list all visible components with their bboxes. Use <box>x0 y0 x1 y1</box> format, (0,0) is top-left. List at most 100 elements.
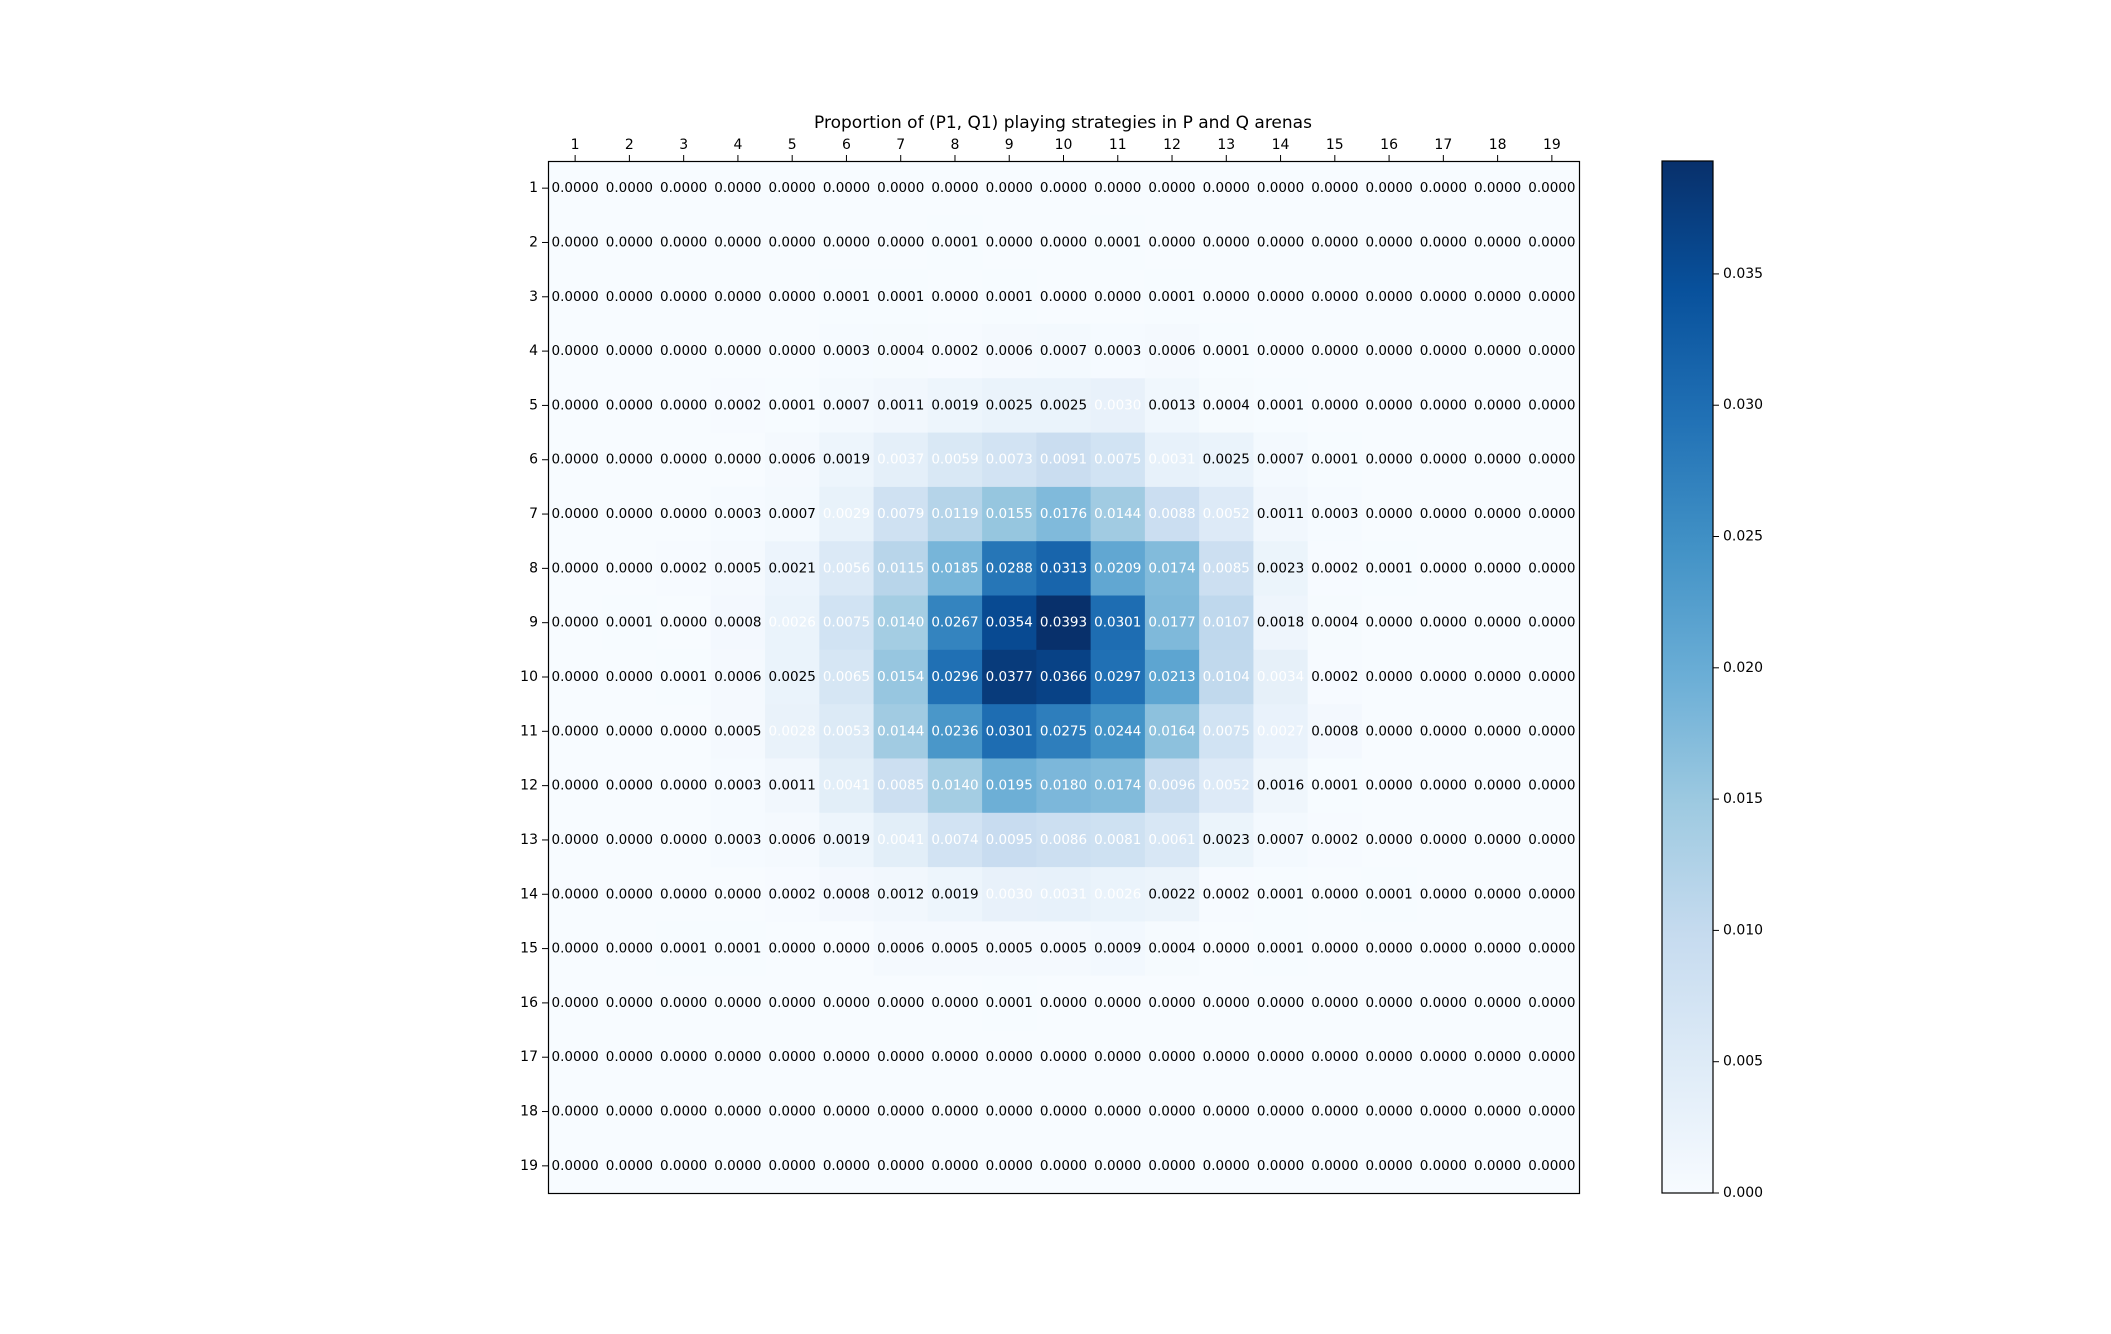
heatmap-cell <box>1307 378 1363 434</box>
cell-value-label: 0.0000 <box>1528 778 1575 794</box>
cell-value-label: 0.0000 <box>552 669 599 685</box>
cell-value-label: 0.0000 <box>552 778 599 794</box>
heatmap-cell <box>765 541 820 597</box>
heatmap-cell <box>1144 323 1200 379</box>
heatmap-cell <box>765 486 820 542</box>
cell-value-label: 0.0000 <box>1311 941 1358 957</box>
cell-value-label: 0.0000 <box>1365 615 1412 631</box>
cell-value-label: 0.0000 <box>1148 1158 1195 1174</box>
cell-value-label: 0.0000 <box>1365 941 1412 957</box>
cell-value-label: 0.0000 <box>1365 723 1412 739</box>
heatmap-cell <box>1144 432 1200 488</box>
cell-value-label: 0.0377 <box>986 669 1033 685</box>
heatmap-cell <box>602 378 658 434</box>
cell-value-label: 0.0000 <box>823 1049 870 1065</box>
heatmap-cell <box>548 704 603 759</box>
heatmap-cell <box>710 1030 766 1085</box>
heatmap-cells <box>548 161 1580 1194</box>
heatmap-cell <box>1361 541 1417 597</box>
cell-value-label: 0.0000 <box>1257 234 1304 250</box>
cell-value-label: 0.0000 <box>1474 778 1521 794</box>
cell-value-label: 0.0000 <box>1257 1049 1304 1065</box>
heatmap-cell <box>1253 1138 1309 1194</box>
cell-value-label: 0.0000 <box>606 506 653 522</box>
cell-value-label: 0.0075 <box>1094 452 1141 468</box>
heatmap-cell <box>710 812 766 868</box>
cell-value-label: 0.0056 <box>823 560 870 576</box>
cell-value-label: 0.0006 <box>877 941 924 957</box>
heatmap-cell <box>1090 921 1146 977</box>
cell-value-label: 0.0000 <box>1203 995 1250 1011</box>
heatmap-cell <box>1199 215 1254 271</box>
cell-value-label: 0.0001 <box>986 289 1033 305</box>
heatmap-cell <box>982 541 1037 597</box>
cell-value-label: 0.0001 <box>1365 560 1412 576</box>
cell-value-label: 0.0000 <box>1040 180 1087 196</box>
heatmap-cell <box>710 161 766 216</box>
heatmap-cell <box>873 1138 929 1194</box>
heatmap-cell <box>1416 378 1471 434</box>
heatmap-cell <box>656 812 712 868</box>
cell-value-label: 0.0000 <box>606 1049 653 1065</box>
cell-value-label: 0.0000 <box>1420 506 1467 522</box>
heatmap-cell <box>548 1138 603 1194</box>
cell-value-label: 0.0006 <box>769 832 816 848</box>
heatmap-cell <box>873 758 929 814</box>
cell-value-label: 0.0000 <box>1528 886 1575 902</box>
heatmap-cell <box>873 595 929 651</box>
heatmap-cell <box>1199 1084 1254 1140</box>
heatmap-cell <box>1253 215 1309 271</box>
heatmap-cell <box>873 704 929 759</box>
cell-value-label: 0.0000 <box>660 615 707 631</box>
cell-value-label: 0.0000 <box>606 289 653 305</box>
y-tick-label: 15 <box>520 941 538 957</box>
cell-value-label: 0.0000 <box>660 723 707 739</box>
heatmap-cell <box>873 269 929 325</box>
cell-value-label: 0.0019 <box>823 452 870 468</box>
cell-value-label: 0.0000 <box>660 1104 707 1120</box>
cell-value-label: 0.0011 <box>769 778 816 794</box>
heatmap-cell <box>1036 595 1092 651</box>
heatmap-cell <box>1416 812 1471 868</box>
cell-value-label: 0.0000 <box>1365 397 1412 413</box>
heatmap-cell <box>873 1084 929 1140</box>
heatmap-cell <box>1253 323 1309 379</box>
cell-value-label: 0.0000 <box>1365 289 1412 305</box>
cell-value-label: 0.0000 <box>1203 234 1250 250</box>
cell-value-label: 0.0000 <box>1040 995 1087 1011</box>
cell-value-label: 0.0018 <box>1257 615 1304 631</box>
colorbar-tick-label: 0.010 <box>1723 922 1763 938</box>
heatmap-cell <box>710 432 766 488</box>
heatmap-cell <box>548 215 603 271</box>
heatmap-cell <box>873 975 929 1031</box>
heatmap-cell <box>1361 975 1417 1031</box>
heatmap-cell <box>1144 378 1200 434</box>
heatmap-cell <box>873 541 929 597</box>
heatmap-cell <box>819 541 875 597</box>
heatmap-cell <box>927 867 983 922</box>
cell-value-label: 0.0000 <box>1528 669 1575 685</box>
cell-value-label: 0.0000 <box>769 234 816 250</box>
cell-value-label: 0.0000 <box>1311 1049 1358 1065</box>
heatmap-cell <box>602 541 658 597</box>
cell-value-label: 0.0028 <box>769 723 816 739</box>
heatmap-cell <box>1361 758 1417 814</box>
cell-value-label: 0.0013 <box>1148 397 1195 413</box>
heatmap-cell <box>602 432 658 488</box>
heatmap-cell <box>765 1138 820 1194</box>
cell-value-label: 0.0000 <box>769 289 816 305</box>
cell-value-label: 0.0073 <box>986 452 1033 468</box>
cell-value-label: 0.0000 <box>823 180 870 196</box>
heatmap-cell <box>1307 541 1363 597</box>
x-tick-label: 12 <box>1163 137 1181 153</box>
cell-value-label: 0.0005 <box>931 941 978 957</box>
heatmap-cell <box>1470 812 1526 868</box>
heatmap-cell <box>873 1030 929 1085</box>
heatmap-cell <box>1361 649 1417 705</box>
heatmap-cell <box>1253 812 1309 868</box>
cell-value-label: 0.0026 <box>1094 886 1141 902</box>
heatmap-cell <box>548 378 603 434</box>
cell-value-label: 0.0000 <box>1474 506 1521 522</box>
cell-value-label: 0.0000 <box>1420 452 1467 468</box>
heatmap-cell <box>765 867 820 922</box>
